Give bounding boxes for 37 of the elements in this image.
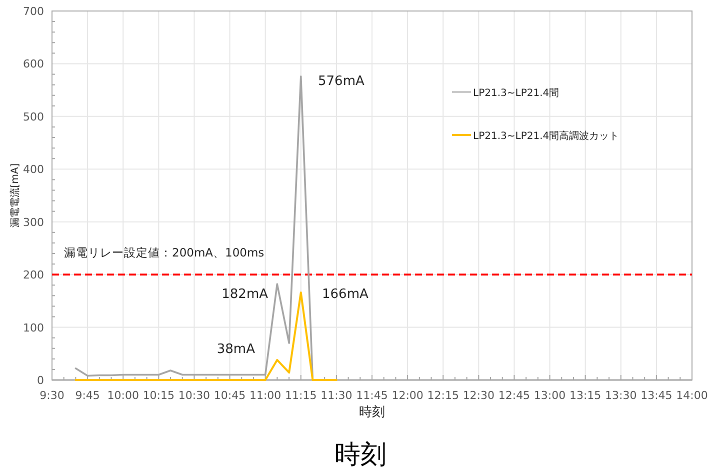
legend-label: LP21.3~LP21.4間 <box>473 88 560 99</box>
x-tick-label: 11:30 <box>320 389 352 402</box>
y-tick-label: 500 <box>23 110 44 124</box>
x-tick-label: 10:15 <box>142 389 175 402</box>
y-tick-label: 100 <box>23 321 44 334</box>
x-tick-label: 12:45 <box>498 389 530 402</box>
x-tick-label: 11:00 <box>249 389 282 402</box>
x-tick-label: 10:30 <box>178 389 210 402</box>
y-tick-label: 300 <box>23 216 44 229</box>
legend-label: LP21.3~LP21.4間高調波カット <box>473 130 620 142</box>
x-axis-title: 時刻 <box>359 405 385 420</box>
x-tick-label: 11:45 <box>356 389 388 402</box>
y-tick-label: 700 <box>23 5 44 18</box>
x-tick-label: 10:00 <box>107 389 139 402</box>
x-tick-label: 13:45 <box>640 389 672 402</box>
y-tick-label: 200 <box>23 268 44 282</box>
x-tick-label: 14:00 <box>676 389 708 402</box>
x-tick-label: 10:45 <box>214 389 246 402</box>
annotation: 576mA <box>318 74 364 89</box>
x-tick-label: 9:30 <box>40 389 64 402</box>
y-axis-title: 漏電電流[mA] <box>9 163 21 228</box>
annotation: 166mA <box>322 287 368 302</box>
x-tick-label: 12:15 <box>427 389 459 402</box>
x-tick-label: 13:30 <box>605 389 637 402</box>
x-tick-label: 13:15 <box>569 389 602 402</box>
x-tick-label: 13:00 <box>534 389 566 402</box>
x-tick-label: 12:30 <box>462 389 495 402</box>
x-tick-label: 12:00 <box>392 389 424 402</box>
y-tick-label: 400 <box>23 163 44 176</box>
text: 時刻 <box>334 440 386 470</box>
ref-line-label: 漏電リレー設定値：200mA、100ms <box>64 246 264 260</box>
x-tick-label: 11:15 <box>285 389 317 402</box>
y-tick-label: 0 <box>37 374 44 387</box>
y-tick-label: 600 <box>23 58 44 71</box>
x-tick-label: 9:45 <box>75 389 100 402</box>
annotation: 38mA <box>216 342 256 357</box>
annotation: 182mA <box>222 287 268 302</box>
